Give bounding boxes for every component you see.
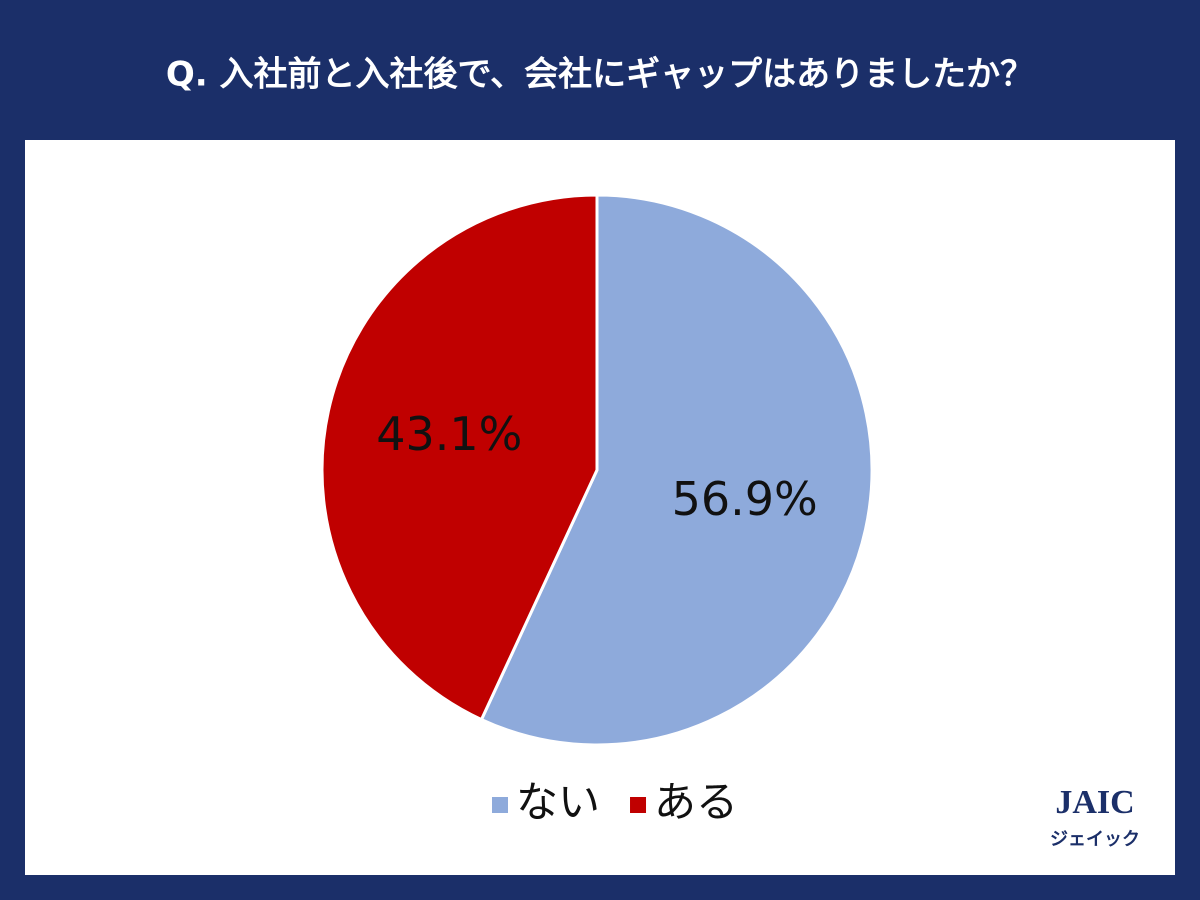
logo-name: JAIC: [1055, 784, 1134, 821]
legend-label: ある: [654, 778, 738, 827]
chart-title: Q. 入社前と入社後で、会社にギャップはありましたか？: [166, 55, 1034, 95]
logo-kana: ジェイック: [1050, 829, 1140, 850]
legend-swatch: [630, 797, 647, 813]
pie-slice: [479, 193, 874, 747]
legend-label: ない: [516, 778, 600, 827]
legend-swatch: [492, 797, 508, 813]
data-label: 56.9%: [672, 472, 818, 526]
pie-slice: [320, 193, 599, 722]
data-label: 43.1%: [376, 407, 522, 461]
